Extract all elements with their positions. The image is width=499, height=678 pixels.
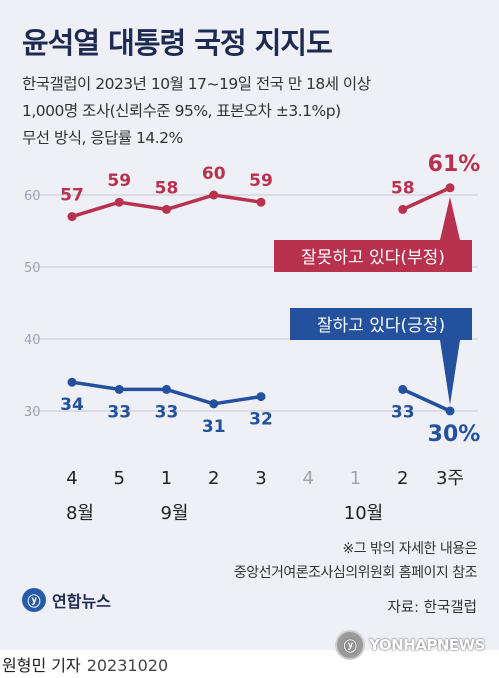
- series-1-value-label-3: 31: [202, 417, 226, 437]
- legend-label-1: 잘하고 있다(긍정): [317, 316, 445, 336]
- series-0-point-2: [162, 204, 171, 214]
- series-0-point-6: [445, 183, 455, 193]
- legend-pointer-1: [440, 340, 460, 405]
- subtitle-line-1: 한국갤럽이 2023년 10월 17~19일 전국 만 18세 이상: [22, 75, 371, 93]
- series-0-point-0: [67, 212, 77, 222]
- series-1-value-label-2: 33: [155, 402, 179, 422]
- series-1-point-3: [209, 399, 219, 409]
- x-tick-label-4: 3: [255, 468, 266, 489]
- subtitle-line-3: 무선 방식, 응답률 14.2%: [22, 129, 183, 147]
- series-1-value-label-1: 33: [107, 402, 131, 422]
- series-1-point-2: [162, 384, 171, 394]
- page-title: 윤석열 대통령 국정 지지도: [22, 26, 333, 60]
- series-0-value-label-5: 58: [391, 178, 415, 198]
- month-label-9월: 9월: [160, 503, 188, 524]
- series-1-point-4: [256, 392, 266, 402]
- source-label: 자료: 한국갤럽: [387, 600, 477, 616]
- series-0-point-4: [256, 197, 266, 207]
- series-0-value-label-4: 59: [249, 171, 273, 191]
- note-line-1: ※그 밖의 자세한 내용은: [342, 541, 477, 557]
- legend-label-0: 잘못하고 있다(부정): [301, 248, 445, 268]
- yonhap-logo: ⓨ 연합뉴스: [22, 588, 111, 612]
- legend-box-1: [290, 308, 472, 340]
- series-1-point-0: [67, 377, 77, 387]
- x-tick-label-1: 5: [114, 468, 125, 489]
- logo-text: 연합뉴스: [52, 592, 111, 611]
- legend-pointer-0: [440, 197, 460, 240]
- watermark-text: YONHAPNEWS: [369, 636, 485, 654]
- x-tick-label-6: 1: [350, 468, 361, 489]
- series-0-value-label-0: 57: [60, 186, 84, 206]
- y-tick-label-40: 40: [24, 333, 41, 348]
- subtitle-line-2: 1,000명 조사(신뢰수준 95%, 표본오차 ±3.1%p): [22, 102, 341, 120]
- author: 원형민 기자: [2, 656, 81, 675]
- x-tick-label-8: 3주: [436, 468, 464, 489]
- series-1-point-6: [445, 406, 455, 416]
- y-tick-label-30: 30: [24, 405, 41, 420]
- month-label-8월: 8월: [66, 503, 94, 524]
- legend-box-0: [274, 240, 472, 272]
- series-1-value-label-5: 33: [391, 402, 415, 422]
- x-tick-label-3: 2: [208, 468, 219, 489]
- x-tick-label-7: 2: [397, 468, 408, 489]
- yonhapnews-watermark: ⓨ YONHAPNEWS: [335, 630, 485, 660]
- series-1-value-label-4: 32: [249, 410, 273, 430]
- series-0-point-5: [398, 204, 408, 214]
- series-0-value-label-3: 60: [202, 164, 226, 184]
- publish-date: 20231020: [86, 656, 169, 675]
- series-0-point-1: [114, 197, 124, 207]
- byline: 원형민 기자 20231020: [2, 652, 168, 676]
- series-1-point-5: [398, 384, 408, 394]
- month-label-10월: 10월: [344, 503, 383, 524]
- yonhap-watermark-icon: ⓨ: [335, 630, 366, 660]
- yonhap-logo-icon: ⓨ: [22, 588, 46, 612]
- series-1-value-label-0: 34: [60, 395, 84, 415]
- x-tick-label-2: 1: [161, 468, 172, 489]
- series-0-value-label-1: 59: [107, 171, 131, 191]
- series-0-value-label-6: 61%: [428, 152, 481, 177]
- series-1-segment-1: [402, 387, 451, 413]
- series-0-value-label-2: 58: [155, 178, 179, 198]
- x-tick-label-5: 4: [303, 468, 314, 489]
- note-line-2: 중앙선거여론조사심의위원회 홈페이지 참조: [233, 565, 478, 581]
- series-0-segment-1: [402, 186, 451, 211]
- series-0-point-3: [209, 190, 219, 200]
- y-tick-label-60: 60: [24, 189, 41, 204]
- series-1-point-1: [114, 384, 124, 394]
- y-tick-label-50: 50: [24, 261, 41, 276]
- series-1-value-label-6: 30%: [428, 422, 481, 447]
- x-tick-label-0: 4: [66, 468, 77, 489]
